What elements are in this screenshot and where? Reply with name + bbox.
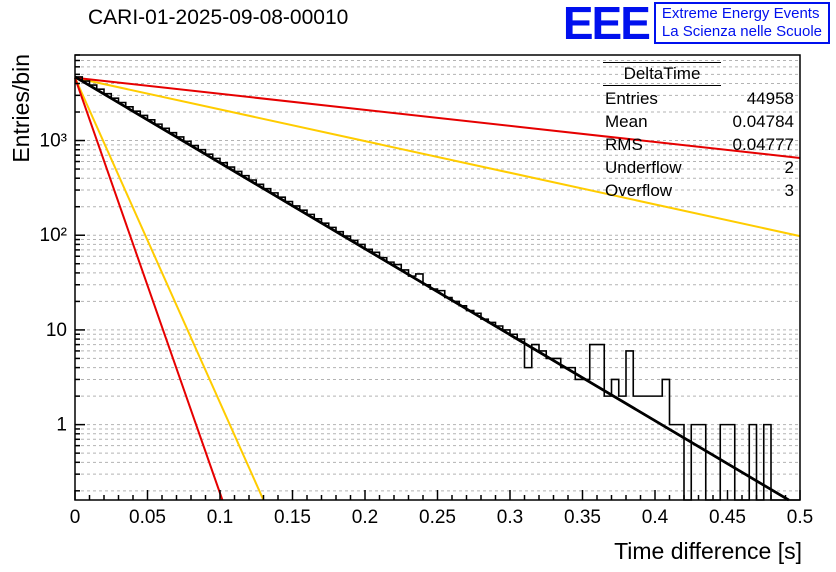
x-tick-label: 0.1 (207, 507, 233, 528)
y-tick-label: 10² (40, 225, 67, 246)
x-axis-label: Time difference [s] (614, 538, 802, 564)
reference-red-steep (74, 77, 224, 501)
eee-logo-text: EEE (562, 0, 651, 49)
y-tick-label: 1 (56, 415, 67, 436)
stats-label: RMS (605, 135, 643, 154)
stats-label: Mean (605, 112, 648, 131)
y-tick-label: 10³ (40, 131, 67, 152)
exponential-fit-top (74, 75, 790, 502)
eee-logo-line1: Extreme Energy Events (661, 5, 820, 22)
eee-logo-subtitle-box: Extreme Energy Events La Scienza nelle S… (653, 2, 830, 44)
stats-label: Underflow (605, 158, 682, 177)
stats-row-overflow: Overflow 3 (603, 179, 796, 202)
stats-label: Overflow (605, 181, 673, 200)
stats-row-entries: Entries 44958 (603, 87, 796, 110)
stats-box-header: DeltaTime (603, 62, 721, 86)
stats-box: DeltaTime Entries 44958 Mean 0.04784 RMS… (603, 62, 796, 202)
stats-box-title: DeltaTime (623, 64, 701, 83)
x-tick-label: 0.15 (274, 507, 311, 528)
axis-ticks (74, 54, 801, 500)
plot-title: CARI-01-2025-09-08-00010 (88, 6, 349, 29)
stats-value: 0.04784 (732, 112, 794, 131)
tick-labels: 0 0.05 0.1 0.15 0.2 0.25 0.3 0.35 0.4 0.45 0.5 1 10 1… (40, 131, 814, 528)
eee-logo-line2: La Scienza nelle Scuole (661, 23, 822, 40)
x-tick-label: 0.05 (129, 507, 166, 528)
reference-red-shallow (74, 76, 801, 159)
x-tick-label: 0.45 (709, 507, 746, 528)
eee-logo: EEE Extreme Energy Events La Scienza nel… (562, 0, 830, 49)
stats-value: 0.04777 (732, 135, 794, 154)
y-tick-label: 10 (46, 320, 67, 341)
x-tick-label: 0 (70, 507, 81, 528)
x-tick-label: 0.5 (787, 507, 813, 528)
stats-row-underflow: Underflow 2 (603, 156, 796, 179)
stats-row-rms: RMS 0.04777 (603, 133, 796, 156)
x-tick-label: 0.2 (352, 507, 378, 528)
stats-row-mean: Mean 0.04784 (603, 110, 796, 133)
stats-value: 2 (784, 158, 794, 177)
stats-value: 44958 (746, 89, 794, 108)
reference-yellow-shallow (74, 76, 801, 238)
x-tick-label: 0.4 (642, 507, 669, 528)
y-axis-label: Entries/bin (8, 54, 34, 163)
stats-label: Entries (605, 89, 658, 108)
x-tick-label: 0.35 (564, 507, 601, 528)
stats-value: 3 (784, 181, 794, 200)
reference-yellow-steep (74, 77, 265, 501)
x-tick-label: 0.25 (419, 507, 456, 528)
x-tick-label: 0.3 (497, 507, 523, 528)
deltatime-histogram (75, 76, 800, 501)
